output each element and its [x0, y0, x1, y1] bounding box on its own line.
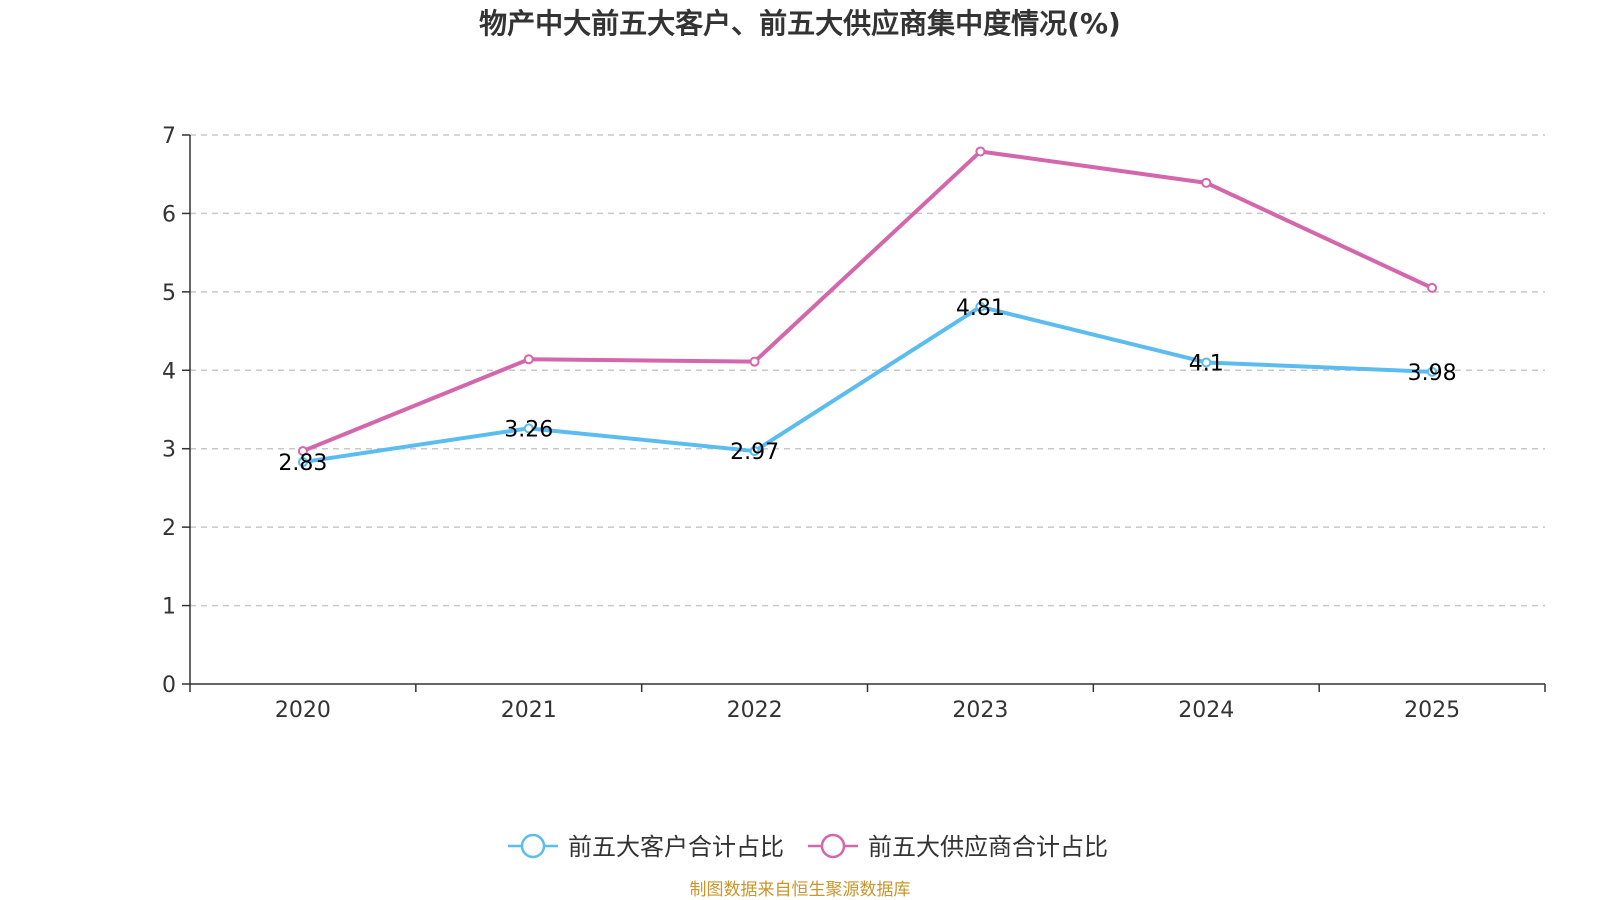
data-point[interactable]: [1201, 177, 1212, 188]
data-point[interactable]: [975, 146, 986, 157]
data-point[interactable]: [975, 301, 986, 312]
legend-item[interactable]: 前五大供应商合计占比: [808, 833, 1108, 861]
data-point[interactable]: [523, 423, 534, 434]
legend-marker-icon: [820, 833, 846, 859]
x-tick-label: 2024: [1178, 698, 1234, 723]
series-line-1: [302, 149, 1433, 453]
x-tick-label: 2020: [275, 698, 331, 723]
data-label: 2.97: [730, 440, 779, 465]
y-tick-label: 3: [162, 438, 176, 463]
data-label: 3.26: [504, 417, 553, 442]
legend-label: 前五大供应商合计占比: [868, 833, 1108, 861]
y-tick-label: 7: [162, 124, 176, 149]
legend[interactable]: 前五大客户合计占比 前五大供应商合计占比: [508, 833, 1108, 861]
data-label: 4.81: [956, 296, 1005, 321]
source-note: 制图数据来自恒生聚源数据库: [690, 880, 911, 900]
data-point[interactable]: [1427, 366, 1438, 377]
y-tick-label: 6: [162, 202, 176, 227]
data-label: 2.83: [278, 451, 327, 476]
data-point[interactable]: [297, 446, 308, 457]
x-tick-label: 2021: [501, 698, 557, 723]
x-tick-label: 2025: [1404, 698, 1460, 723]
data-point[interactable]: [749, 356, 760, 367]
data-point[interactable]: [1201, 357, 1212, 368]
x-tick-label: 2023: [952, 698, 1008, 723]
y-tick-label: 5: [162, 281, 176, 306]
data-point[interactable]: [297, 457, 308, 468]
series-line-0: [302, 304, 1433, 465]
data-point[interactable]: [749, 446, 760, 457]
data-labels: 2.83 3.26 2.97 4.81 4.1 3.98: [278, 296, 1456, 476]
data-label: 3.98: [1408, 361, 1457, 386]
legend-item[interactable]: 前五大客户合计占比: [508, 833, 784, 861]
axes: 0 1 2 3 4 5 6 7 2020 2021 2022 2023 2024 2025: [162, 124, 1546, 723]
legend-marker-icon: [520, 833, 546, 859]
chart-title: 物产中大前五大客户、前五大供应商集中度情况(%): [479, 7, 1121, 40]
legend-label: 前五大客户合计占比: [568, 833, 784, 861]
y-tick-label: 1: [162, 595, 176, 620]
y-tick-label: 4: [162, 359, 176, 384]
y-tick-label: 0: [162, 673, 176, 698]
series-group: [297, 146, 1438, 468]
y-tick-label: 2: [162, 516, 176, 541]
x-tick-label: 2022: [727, 698, 783, 723]
grid-lines: [190, 134, 1545, 607]
data-point[interactable]: [1427, 282, 1438, 293]
data-point[interactable]: [523, 354, 534, 365]
data-label: 4.1: [1189, 351, 1224, 376]
